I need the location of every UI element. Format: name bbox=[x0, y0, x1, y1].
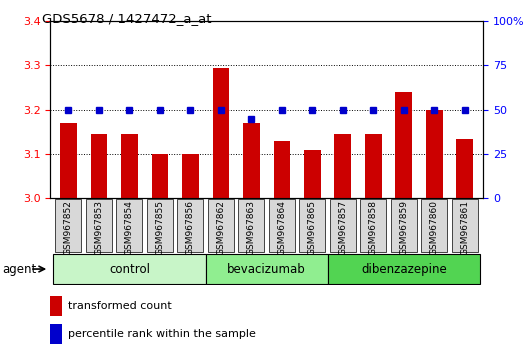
Bar bbox=[274, 141, 290, 198]
Bar bbox=[426, 110, 442, 198]
Text: GSM967852: GSM967852 bbox=[64, 200, 73, 255]
Text: GSM967857: GSM967857 bbox=[338, 200, 347, 256]
Text: GSM967862: GSM967862 bbox=[216, 200, 225, 255]
Text: bevacizumab: bevacizumab bbox=[227, 263, 306, 275]
FancyBboxPatch shape bbox=[206, 254, 327, 284]
Text: transformed count: transformed count bbox=[68, 301, 172, 310]
Bar bbox=[212, 68, 229, 198]
Bar bbox=[121, 134, 138, 198]
Bar bbox=[60, 123, 77, 198]
Text: GSM967865: GSM967865 bbox=[308, 200, 317, 256]
Text: dibenzazepine: dibenzazepine bbox=[361, 263, 447, 275]
FancyBboxPatch shape bbox=[421, 199, 447, 252]
Text: GSM967863: GSM967863 bbox=[247, 200, 256, 256]
Bar bbox=[152, 154, 168, 198]
Bar bbox=[365, 134, 382, 198]
Bar bbox=[243, 123, 260, 198]
Text: GSM967853: GSM967853 bbox=[95, 200, 103, 256]
Text: GSM967855: GSM967855 bbox=[155, 200, 164, 256]
FancyBboxPatch shape bbox=[55, 199, 81, 252]
Text: GSM967864: GSM967864 bbox=[277, 200, 286, 255]
FancyBboxPatch shape bbox=[239, 199, 265, 252]
FancyBboxPatch shape bbox=[361, 199, 386, 252]
Text: GSM967854: GSM967854 bbox=[125, 200, 134, 255]
FancyBboxPatch shape bbox=[327, 254, 480, 284]
Text: percentile rank within the sample: percentile rank within the sample bbox=[68, 329, 256, 339]
FancyBboxPatch shape bbox=[299, 199, 325, 252]
FancyBboxPatch shape bbox=[53, 254, 206, 284]
Bar bbox=[182, 154, 199, 198]
Text: GSM967860: GSM967860 bbox=[430, 200, 439, 256]
Bar bbox=[395, 92, 412, 198]
Text: GSM967858: GSM967858 bbox=[369, 200, 378, 256]
Text: control: control bbox=[109, 263, 150, 275]
Bar bbox=[50, 324, 62, 344]
FancyBboxPatch shape bbox=[391, 199, 417, 252]
FancyBboxPatch shape bbox=[117, 199, 143, 252]
Bar bbox=[456, 138, 473, 198]
Text: GSM967861: GSM967861 bbox=[460, 200, 469, 256]
Text: GSM967859: GSM967859 bbox=[399, 200, 408, 256]
Bar bbox=[91, 134, 107, 198]
Text: GSM967856: GSM967856 bbox=[186, 200, 195, 256]
Bar bbox=[50, 296, 62, 316]
FancyBboxPatch shape bbox=[177, 199, 203, 252]
FancyBboxPatch shape bbox=[330, 199, 356, 252]
Text: agent: agent bbox=[3, 263, 37, 275]
Text: GDS5678 / 1427472_a_at: GDS5678 / 1427472_a_at bbox=[42, 12, 212, 25]
Bar bbox=[304, 150, 321, 198]
FancyBboxPatch shape bbox=[208, 199, 234, 252]
Bar bbox=[334, 134, 351, 198]
FancyBboxPatch shape bbox=[269, 199, 295, 252]
FancyBboxPatch shape bbox=[452, 199, 478, 252]
FancyBboxPatch shape bbox=[147, 199, 173, 252]
FancyBboxPatch shape bbox=[86, 199, 112, 252]
